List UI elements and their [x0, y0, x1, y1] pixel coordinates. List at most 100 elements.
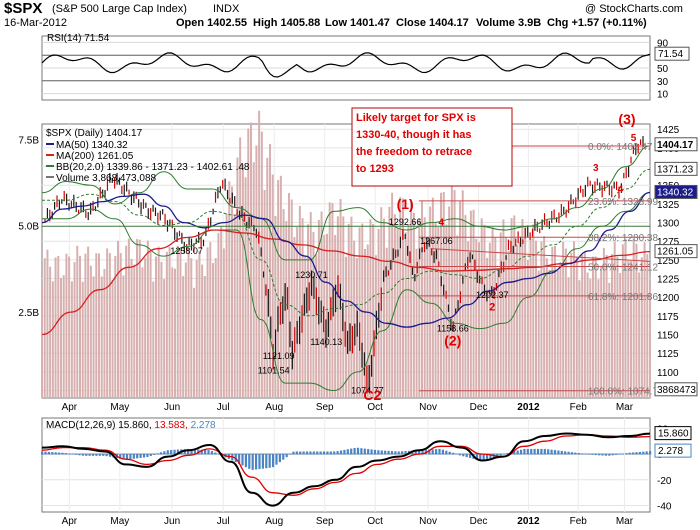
volume-bar: [497, 268, 499, 398]
macd-histogram-bar: [258, 454, 261, 470]
volume-bar: [638, 272, 641, 398]
volume-bar: [551, 246, 554, 398]
volume-bar: [602, 247, 605, 398]
macd-histogram-bar: [210, 451, 214, 455]
macd-histogram-bar: [88, 454, 91, 456]
macd-x-tick-label: Jun: [164, 516, 180, 527]
volume-bar: [293, 236, 296, 398]
volume-bar: [383, 218, 385, 398]
volume-bar: [583, 251, 586, 398]
volume-bar: [89, 265, 92, 398]
rsi-last-box: [654, 46, 690, 61]
macd-histogram-bar: [305, 451, 309, 455]
volume-bar: [79, 255, 81, 398]
volume-bar: [605, 254, 608, 398]
volume-bar: [464, 215, 467, 398]
macd-histogram-bar: [547, 449, 550, 455]
volume-bar: [450, 178, 453, 398]
macd-histogram-bar: [485, 454, 489, 460]
price-x-tick-label: Dec: [470, 402, 488, 413]
macd-histogram-bar: [187, 448, 190, 455]
macd-histogram-bar: [47, 451, 50, 455]
volume-bar: [239, 137, 242, 398]
macd-histogram-bar: [163, 451, 166, 455]
price-tick-label: 1100: [657, 368, 679, 379]
volume-bar: [190, 258, 193, 398]
volume-bar: [100, 276, 103, 398]
volume-bar: [345, 256, 347, 398]
macd-histogram-bar: [265, 454, 268, 469]
macd-histogram-bar: [581, 453, 584, 455]
macd-histogram-bar: [98, 454, 101, 456]
volume-bar: [499, 232, 502, 398]
volume-bar: [429, 206, 432, 398]
macd-histogram-bar: [530, 448, 533, 455]
volume-bar: [98, 253, 100, 398]
price-x-tick-label: Jun: [164, 402, 180, 413]
macd-histogram-bar: [458, 454, 461, 456]
macd-histogram-bar: [44, 451, 47, 455]
volume-bar: [179, 248, 182, 398]
macd-histogram-bar: [142, 454, 146, 458]
macd-last-value: 15.860: [658, 429, 689, 440]
volume-tick-label: 5.0B: [18, 222, 39, 233]
price-x-tick-label: Mar: [616, 402, 634, 413]
macd-histogram-bar: [550, 449, 553, 455]
volume-bar: [255, 145, 258, 398]
volume-bar: [529, 239, 532, 398]
volume-bar: [399, 197, 402, 398]
volume-bar: [513, 215, 516, 398]
macd-histogram-bar: [625, 453, 628, 455]
macd-histogram-bar: [244, 454, 247, 468]
volume-bar: [285, 221, 288, 398]
price-axis-value: 1261.05: [657, 247, 694, 258]
macd-histogram-bar: [336, 451, 339, 455]
macd-histogram-bar: [102, 454, 105, 456]
volume-bar: [136, 239, 138, 398]
volume-bar: [581, 254, 584, 398]
macd-histogram-bar: [329, 451, 332, 455]
price-tick-label: 1225: [657, 275, 680, 286]
rsi-title: RSI(14) 71.54: [47, 33, 110, 44]
macd-x-tick-label: 2012: [517, 516, 540, 527]
price-panel: 1075110011251150117512001225125012751300…: [18, 107, 698, 413]
volume-bar: [475, 238, 478, 398]
macd-histogram-bar: [339, 450, 343, 455]
volume-bar: [586, 272, 589, 398]
price-value-label: 1158.66: [437, 324, 469, 334]
price-value-label: 1074.77: [351, 386, 384, 396]
macd-histogram-bar: [591, 454, 594, 455]
macd-histogram-bar: [292, 451, 295, 455]
price-tick-label: 1175: [657, 312, 679, 323]
volume-bar: [165, 251, 168, 398]
volume-bar: [76, 245, 79, 398]
volume-bar: [119, 253, 122, 398]
legend-entry: Volume 3,868,473,088: [56, 173, 157, 184]
macd-histogram-bar: [367, 449, 370, 455]
volume-bar: [149, 250, 152, 398]
volume-bar: [87, 246, 90, 398]
macd-histogram-bar: [350, 448, 353, 455]
macd-histogram-bar: [479, 454, 482, 461]
macd-histogram-bar: [146, 454, 149, 457]
ma50-line: [41, 191, 651, 328]
macd-histogram-bar: [183, 449, 186, 455]
price-x-tick-label: May: [110, 402, 129, 413]
volume-bar: [573, 241, 575, 398]
volume-bar: [193, 287, 195, 398]
volume-bar: [103, 269, 106, 398]
macd-histogram-bar: [574, 452, 577, 455]
volume-bar: [453, 190, 456, 398]
volume-bar: [537, 270, 540, 398]
rsi-tick-label: 30: [657, 77, 669, 88]
volume-bar: [418, 218, 421, 398]
price-tick-label: 1325: [657, 200, 680, 211]
volume-bar: [184, 262, 187, 398]
rsi-tick-label: 10: [657, 90, 669, 101]
volume-bar: [171, 267, 174, 398]
volume-bar: [163, 279, 166, 398]
price-axis-badge: [654, 382, 698, 397]
volume-bar: [323, 234, 326, 398]
volume-bar: [402, 198, 404, 398]
